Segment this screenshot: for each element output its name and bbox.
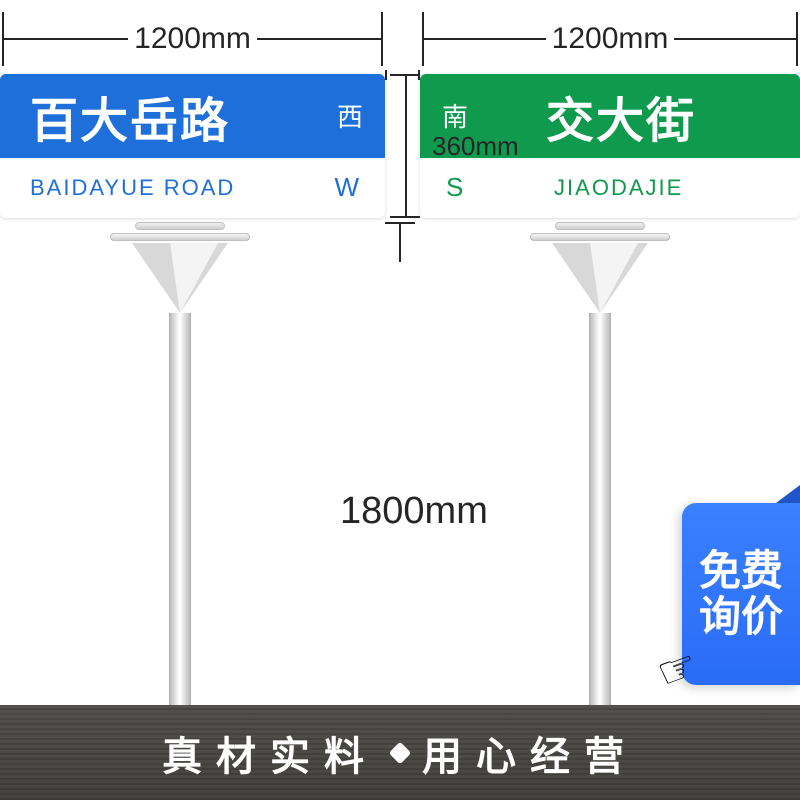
sign-left: 百大岳路 西 BAIDAYUE ROAD W	[0, 74, 385, 218]
sign-left-dir-en: W	[334, 172, 359, 203]
dim-top-left-label: 1200mm	[128, 22, 257, 56]
dim-top-right-label: 1200mm	[546, 22, 675, 56]
sign-right-dir-en: S	[446, 172, 463, 203]
pole-left	[110, 222, 250, 705]
cta-line2: 询价	[699, 594, 783, 640]
dimension-sign-height: 360mm	[396, 74, 416, 218]
cta-free-quote-button[interactable]: 免费 询价 ☞	[682, 503, 800, 685]
banner-diamond-icon	[389, 741, 412, 764]
dim-pole-tick-top	[399, 222, 401, 262]
sign-left-main-en: BAIDAYUE ROAD	[30, 175, 334, 201]
dimension-top-left: 1200mm	[0, 12, 385, 66]
bottom-banner: 真材实料 用心经营	[0, 705, 800, 800]
sign-left-dir-cn: 西	[337, 97, 363, 134]
cta-line1: 免费	[699, 548, 783, 594]
cta-fold-icon	[776, 485, 800, 503]
dim-pole-height-label: 1800mm	[340, 490, 488, 533]
pole-right	[530, 222, 670, 705]
banner-text-right: 用心经营	[422, 724, 638, 782]
sign-right-dir-cn: 南	[442, 97, 468, 134]
sign-left-main-cn: 百大岳路	[30, 81, 337, 151]
sign-right-main-en: JIAODAJIE	[463, 175, 774, 201]
diagram-canvas: 1200mm 1200mm 百大岳路 西 BAIDAYUE ROAD W 南 交…	[0, 0, 800, 800]
banner-text-left: 真材实料	[162, 724, 378, 782]
dim-sign-height-label: 360mm	[432, 131, 519, 162]
dimension-top-right: 1200mm	[420, 12, 800, 66]
